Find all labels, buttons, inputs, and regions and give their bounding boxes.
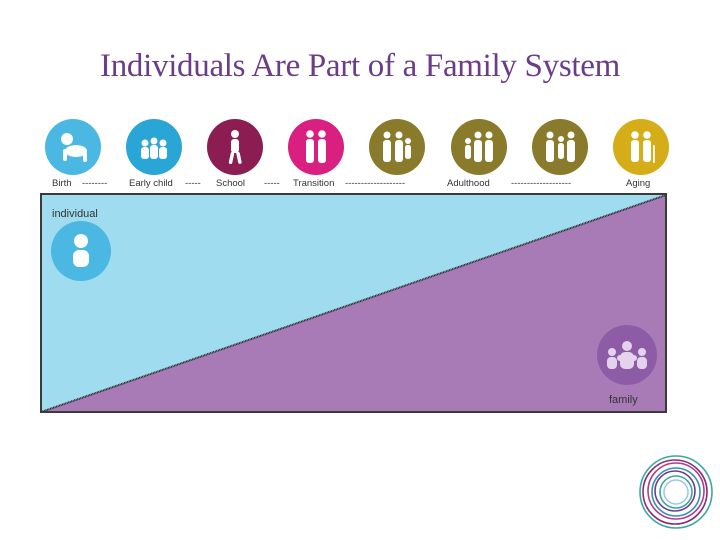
stage-dashes: -------- <box>82 178 108 189</box>
adult-group-icon <box>369 119 425 175</box>
stage-dashes: ------------------- <box>345 178 406 189</box>
individual-icon <box>51 221 111 281</box>
adult-group-icon <box>451 119 507 175</box>
life-stage-labels: Birth -------- Early child ----- School … <box>48 178 668 192</box>
concentric-rings-logo <box>639 455 713 529</box>
baby-crawling-icon <box>45 119 101 175</box>
family-label: family <box>609 394 638 406</box>
stage-label-transition: Transition <box>293 178 335 189</box>
children-group-icon <box>126 119 182 175</box>
divider-line <box>40 194 667 413</box>
stage-label-school: School <box>216 178 246 189</box>
elderly-couple-icon <box>613 119 669 175</box>
stage-dashes: ------------------- <box>511 178 572 189</box>
individual-family-diagram: individual family <box>40 193 667 413</box>
page-title: Individuals Are Part of a Family System <box>100 48 620 84</box>
adult-group-icon <box>532 119 588 175</box>
stage-label-aging: Aging <box>626 178 651 189</box>
stage-label-adulthood: Adulthood <box>447 178 490 189</box>
individual-label: individual <box>52 208 98 220</box>
family-icon <box>597 325 657 385</box>
stage-dashes: ----- <box>185 178 201 189</box>
stage-label-early-child: Early child <box>129 178 173 189</box>
stage-dashes: ----- <box>264 178 280 189</box>
young-adults-icon <box>288 119 344 175</box>
walking-child-icon <box>207 119 263 175</box>
diagram-border <box>40 193 667 413</box>
stage-label-birth: Birth <box>52 178 72 189</box>
